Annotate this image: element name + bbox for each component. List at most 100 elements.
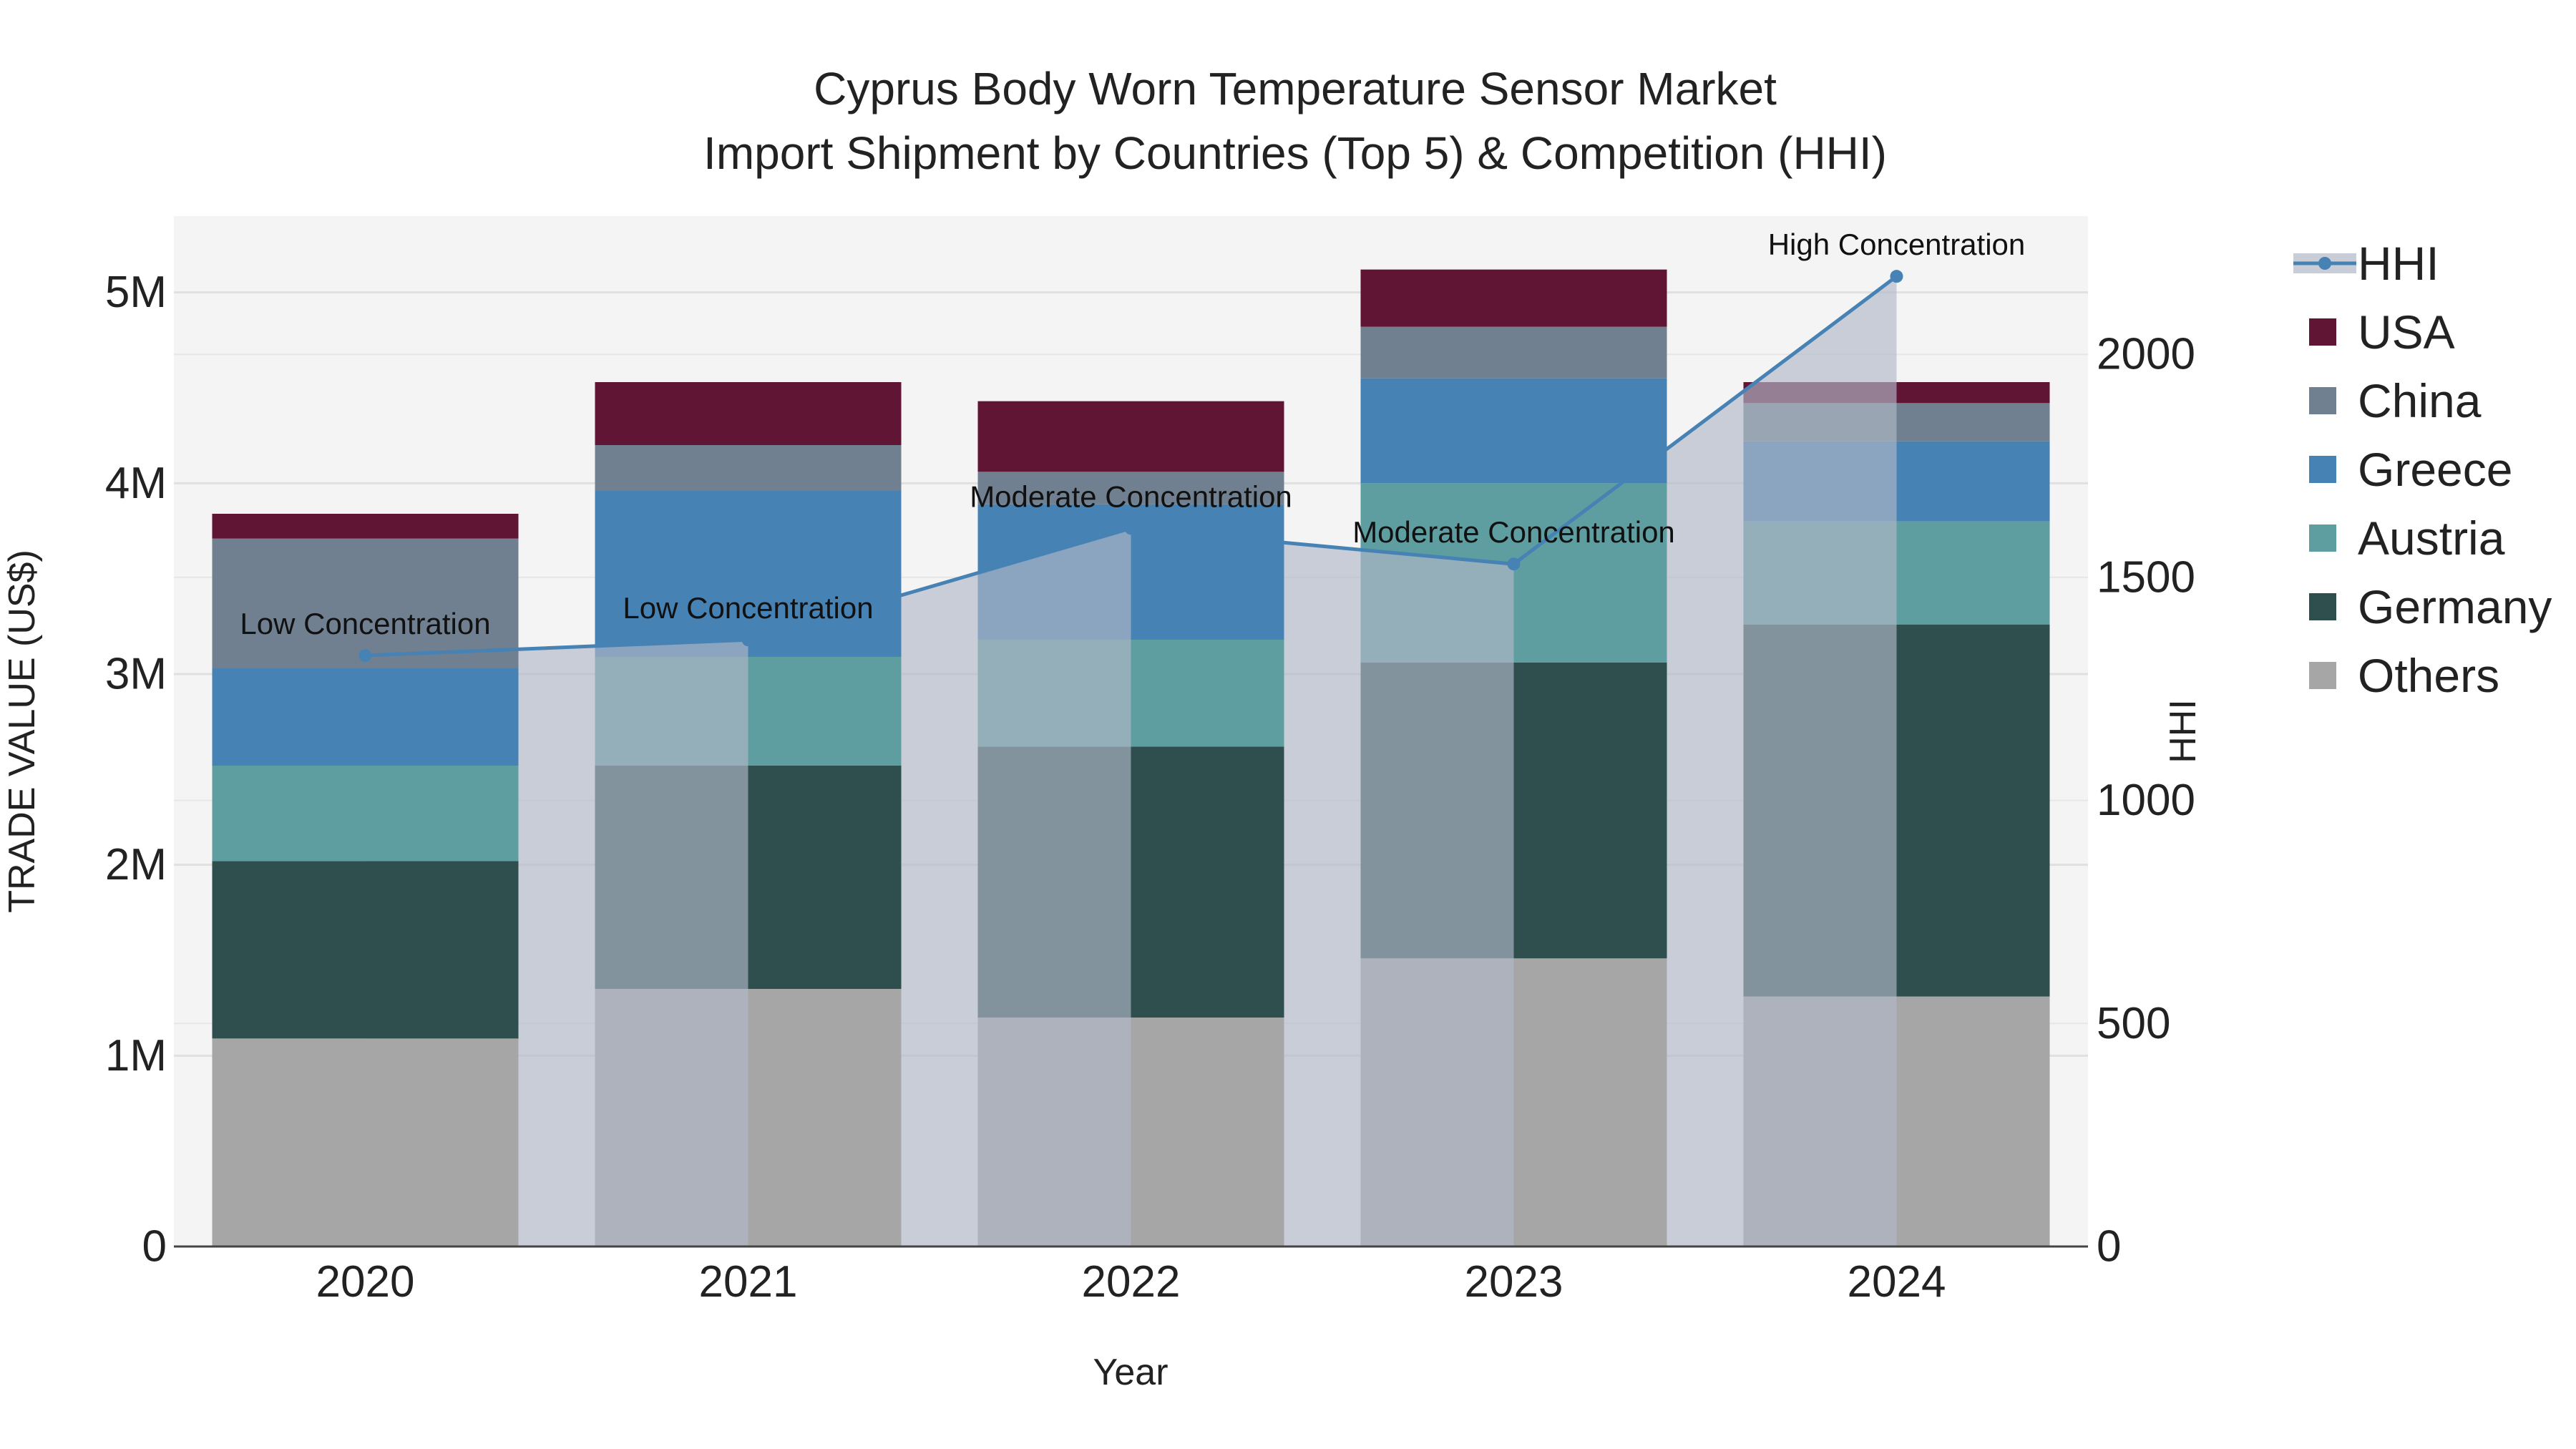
hhi-line-layer: Low Concentration Low Concentration Modera… bbox=[240, 228, 2026, 663]
bar-china-2023-b bbox=[1513, 326, 1667, 379]
bar-usa-2020-b bbox=[365, 514, 519, 539]
x-tick-label: 2021 bbox=[699, 1257, 798, 1307]
bar-greece-2024-b bbox=[1896, 441, 2050, 522]
bar-greece-2022-b bbox=[1131, 504, 1284, 640]
bar-others-2020 bbox=[212, 1038, 366, 1246]
bar-usa-2022-b bbox=[1131, 401, 1284, 472]
x-tick-label: 2020 bbox=[316, 1257, 415, 1307]
bar-usa-2024-b bbox=[1896, 382, 2050, 404]
y-tick-label: 3M bbox=[105, 650, 167, 699]
bar-china-2023 bbox=[1360, 326, 1514, 379]
x-tick-label: 2024 bbox=[1848, 1257, 1946, 1307]
y-tick-label: 1M bbox=[105, 1031, 167, 1080]
y-axis-title: TRADE VALUE (US$) bbox=[1, 550, 43, 913]
bar-china-2021-b bbox=[748, 445, 902, 491]
chart-title: Cyprus Body Worn Temperature Sensor Mark… bbox=[814, 63, 1777, 114]
y-tick-label: 2M bbox=[105, 840, 167, 889]
bar-china-2022-b bbox=[1131, 472, 1284, 504]
hhi-annotation-2020: Low Concentration bbox=[240, 607, 490, 640]
bar-austria-2023-b bbox=[1513, 483, 1667, 663]
bar-germany-2020-b bbox=[365, 861, 519, 1039]
y-tick-label: 5M bbox=[105, 268, 167, 317]
y2-tick-label: 1000 bbox=[2097, 776, 2195, 825]
bar-austria-2021-b bbox=[748, 657, 902, 766]
bars-offset bbox=[365, 269, 2050, 1246]
bar-germany-2024-b bbox=[1896, 624, 2050, 997]
legend-item-germany[interactable]: Germany bbox=[2309, 580, 2552, 633]
hhi-point-2024 bbox=[1890, 270, 1903, 283]
hhi-point-2020 bbox=[358, 649, 372, 663]
chart-subtitle: Import Shipment by Countries (Top 5) & C… bbox=[703, 127, 1887, 179]
bar-greece-2021 bbox=[595, 491, 748, 657]
legend-swatch-others bbox=[2309, 662, 2336, 689]
hhi-point-2021 bbox=[741, 633, 755, 647]
bar-usa-2021 bbox=[595, 382, 748, 445]
legend-swatch-germany bbox=[2309, 593, 2336, 620]
bar-others-2022-b bbox=[1131, 1018, 1284, 1246]
y2-tick-label: 0 bbox=[2097, 1222, 2121, 1272]
legend-label-hhi: HHI bbox=[2358, 237, 2439, 290]
legend-item-greece[interactable]: Greece bbox=[2309, 443, 2512, 496]
bar-usa-2022 bbox=[977, 401, 1131, 472]
legend-label-greece: Greece bbox=[2358, 443, 2512, 496]
legend-swatch-hhi-marker bbox=[2318, 257, 2331, 270]
x-tick-label: 2022 bbox=[1082, 1257, 1181, 1307]
hhi-annotation-2022: Moderate Concentration bbox=[970, 479, 1292, 513]
hhi-annotation-2021: Low Concentration bbox=[623, 591, 873, 625]
axis-ticks: 0 1M 2M 3M 4M 5M 0 500 1000 1500 2000 2020 2021 2022 2… bbox=[105, 268, 2195, 1307]
bar-austria-2020 bbox=[212, 766, 366, 862]
bar-others-2023-b bbox=[1513, 958, 1667, 1246]
legend-item-others[interactable]: Others bbox=[2309, 649, 2499, 702]
legend-swatch-usa bbox=[2309, 318, 2336, 346]
y2-tick-label: 500 bbox=[2097, 999, 2170, 1048]
bar-usa-2020 bbox=[212, 514, 366, 539]
x-axis-title: Year bbox=[1093, 1352, 1168, 1393]
legend-swatch-china bbox=[2309, 387, 2336, 414]
bar-usa-2021-b bbox=[748, 382, 902, 445]
bar-greece-2020 bbox=[212, 668, 366, 766]
legend-item-china[interactable]: China bbox=[2309, 374, 2482, 427]
bar-usa-2023 bbox=[1360, 269, 1514, 327]
bar-greece-2023-b bbox=[1513, 378, 1667, 484]
y2-tick-label: 2000 bbox=[2097, 330, 2195, 379]
bar-greece-2023 bbox=[1360, 378, 1514, 484]
bar-germany-2022-b bbox=[1131, 746, 1284, 1018]
legend-item-usa[interactable]: USA bbox=[2309, 306, 2455, 358]
bar-china-2022 bbox=[977, 472, 1131, 504]
hhi-point-2022 bbox=[1124, 522, 1138, 535]
y-tick-label: 4M bbox=[105, 459, 167, 508]
bar-usa-2023-b bbox=[1513, 269, 1667, 327]
legend-label-usa: USA bbox=[2358, 306, 2455, 358]
hhi-annotation-2024: High Concentration bbox=[1768, 228, 2026, 261]
bar-china-2021 bbox=[595, 445, 748, 491]
legend-label-austria: Austria bbox=[2358, 512, 2505, 565]
legend-label-germany: Germany bbox=[2358, 580, 2552, 633]
bar-greece-2021-b bbox=[748, 491, 902, 657]
hhi-annotation-2023: Moderate Concentration bbox=[1352, 515, 1675, 549]
legend-label-others: Others bbox=[2358, 649, 2499, 702]
x-tick-label: 2023 bbox=[1465, 1257, 1563, 1307]
bar-others-2020-b bbox=[365, 1038, 519, 1246]
bar-china-2020 bbox=[212, 538, 366, 668]
legend: HHI USA China Greece Austria Germany Others bbox=[2293, 237, 2552, 702]
bar-china-2020-b bbox=[365, 538, 519, 668]
bar-austria-2020-b bbox=[365, 766, 519, 862]
bar-germany-2023-b bbox=[1513, 663, 1667, 959]
bar-others-2024-b bbox=[1896, 996, 2050, 1246]
bar-germany-2021-b bbox=[748, 766, 902, 989]
bar-others-2021-b bbox=[748, 989, 902, 1246]
bar-china-2024-b bbox=[1896, 403, 2050, 441]
legend-item-hhi[interactable]: HHI bbox=[2293, 237, 2439, 290]
legend-item-austria[interactable]: Austria bbox=[2309, 512, 2505, 565]
legend-label-china: China bbox=[2358, 374, 2482, 427]
bar-greece-2020-b bbox=[365, 668, 519, 766]
y2-tick-label: 1500 bbox=[2097, 552, 2195, 602]
y2-axis-title: HHI bbox=[2162, 699, 2204, 763]
legend-swatch-austria bbox=[2309, 525, 2336, 552]
bar-austria-2022-b bbox=[1131, 640, 1284, 747]
hhi-point-2023 bbox=[1507, 557, 1521, 571]
legend-swatch-greece bbox=[2309, 456, 2336, 483]
bar-austria-2024-b bbox=[1896, 521, 2050, 625]
y-tick-label: 0 bbox=[142, 1222, 167, 1272]
